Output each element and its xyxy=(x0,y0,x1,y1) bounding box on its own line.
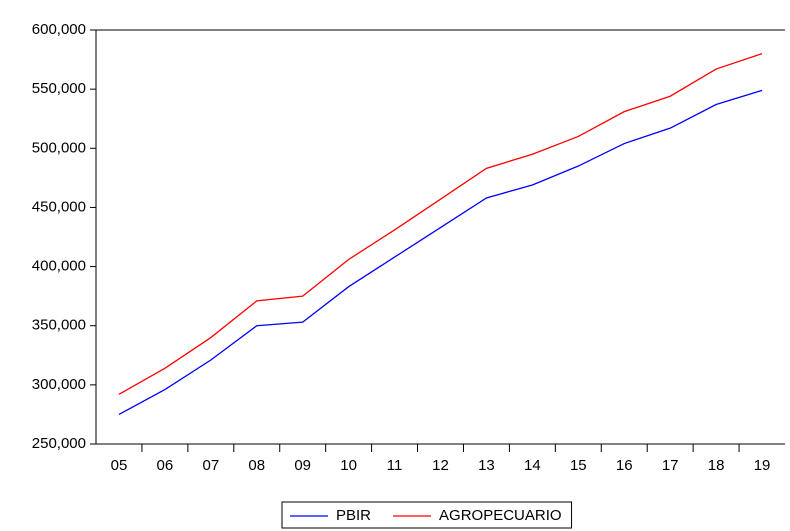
x-tick-label: 05 xyxy=(111,457,128,474)
x-tick-label: 11 xyxy=(387,457,403,474)
y-tick-label: 400,000 xyxy=(32,258,86,275)
y-tick-label: 450,000 xyxy=(32,198,86,215)
x-tick-label: 12 xyxy=(432,457,449,474)
x-tick-label: 16 xyxy=(616,457,633,474)
legend-box xyxy=(281,501,573,529)
y-tick-label: 550,000 xyxy=(32,80,86,97)
x-tick-label: 07 xyxy=(202,457,219,474)
x-tick-label: 18 xyxy=(708,457,725,474)
series-line xyxy=(118,89,763,416)
y-tick-label: 500,000 xyxy=(32,139,86,156)
y-tick-label: 300,000 xyxy=(32,376,86,393)
x-tick-label: 13 xyxy=(478,457,495,474)
legend-label: AGROPECUARIO xyxy=(439,507,562,524)
x-tick-label: 09 xyxy=(294,457,311,474)
x-tick-label: 10 xyxy=(340,457,357,474)
y-tick-label: 600,000 xyxy=(32,21,86,38)
y-tick-label: 350,000 xyxy=(32,317,86,334)
x-tick-label: 14 xyxy=(524,457,541,474)
x-tick-label: 15 xyxy=(570,457,587,474)
x-tick-label: 19 xyxy=(754,457,771,474)
x-tick-label: 17 xyxy=(662,457,679,474)
series-line xyxy=(118,53,763,395)
x-tick-label: 08 xyxy=(248,457,265,474)
x-tick-label: 06 xyxy=(157,457,174,474)
y-tick-label: 250,000 xyxy=(32,435,86,452)
legend-label: PBIR xyxy=(336,507,371,524)
